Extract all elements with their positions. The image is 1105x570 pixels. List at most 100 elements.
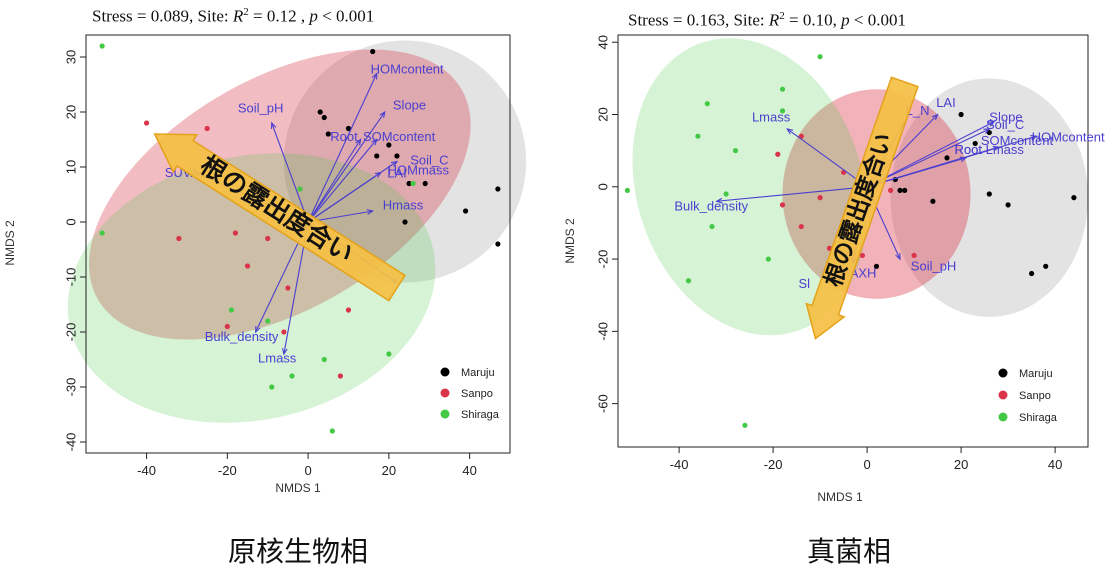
vector-label: Root Lmass — [955, 142, 1025, 157]
ellipse-maruju — [890, 78, 1088, 317]
vector-arrow — [307, 73, 378, 223]
point-shiraga — [228, 307, 234, 313]
ellipse-shiraga — [67, 153, 436, 423]
point-sanpo — [281, 329, 287, 335]
right-stress-rest: = 0.10, — [784, 10, 842, 30]
left-stress-prefix: Stress = 0.089, Site: — [92, 6, 233, 26]
y-tick-label: 20 — [63, 105, 78, 119]
y-tick-label: 0 — [63, 218, 78, 225]
annotation-arrow-shape — [153, 133, 407, 302]
vector-arrowhead — [355, 138, 362, 146]
point-shiraga — [99, 230, 105, 236]
point-maruju — [1043, 263, 1049, 269]
point-maruju — [1071, 195, 1077, 201]
right-panel: Stress = 0.163, Site: R2 = 0.10, p < 0.0… — [560, 0, 1105, 570]
left-stress-rest: = 0.12 , — [248, 6, 310, 26]
plot-frame — [85, 34, 511, 454]
right-stress-r2-sup: 2 — [779, 10, 785, 22]
right-stress-r2: R — [768, 10, 780, 30]
x-tick-label: 40 — [1048, 457, 1062, 472]
point-shiraga — [410, 180, 416, 187]
vector-arrowhead — [987, 121, 996, 127]
point-maruju — [972, 140, 978, 147]
vector-arrow — [307, 111, 386, 223]
x-tick-label: -20 — [218, 463, 237, 478]
legend-label-sanpo: Sanpo — [461, 388, 493, 400]
point-shiraga — [321, 356, 327, 363]
legend-marker-sanpo — [998, 390, 1008, 400]
point-sanpo — [143, 120, 150, 126]
vector-arrowhead — [282, 348, 288, 356]
x-axis-label: NMDS 1 — [275, 481, 321, 495]
point-maruju — [944, 155, 950, 161]
ellipse-shiraga — [632, 38, 867, 336]
point-sanpo — [911, 252, 917, 259]
vector-arrowhead — [366, 209, 375, 215]
annotation-arrow — [153, 133, 407, 302]
vector-arrow — [866, 128, 990, 188]
vector-arrowhead — [254, 325, 261, 334]
left-caption: 原核生物相 — [228, 535, 369, 568]
vector-arrowhead — [715, 197, 723, 204]
y-tick-label: -20 — [63, 323, 78, 342]
vector-arrow — [307, 139, 378, 223]
point-shiraga — [386, 351, 392, 357]
right-nmds-chart: -40 -20 0 20 40 -60 -40 -20 0 20 40 NMDS 1 NMDS 2 Lma… — [563, 34, 1105, 504]
point-shiraga — [685, 278, 692, 284]
vector-arrowhead — [371, 138, 378, 146]
vector-label: SOMcontent — [363, 129, 436, 144]
legend-label-shiraga: Shiraga — [461, 409, 500, 421]
vector-label: SOMcontent — [981, 133, 1054, 148]
vector-label: Lmass — [258, 350, 297, 365]
y-tick-label: 0 — [595, 183, 610, 190]
point-shiraga — [624, 187, 630, 194]
vector-label: Bulk_density — [205, 329, 279, 344]
vector-arrowhead — [1030, 134, 1038, 141]
x-tick-label: 40 — [462, 463, 476, 478]
vector-label: LAI — [936, 95, 956, 110]
point-maruju — [402, 219, 408, 225]
legend-marker-maruju — [440, 367, 450, 377]
point-sanpo — [798, 223, 804, 230]
legend-label-sanpo: Sanpo — [1019, 390, 1051, 402]
point-shiraga — [817, 54, 823, 60]
point-sanpo — [345, 307, 352, 313]
point-sanpo — [224, 323, 230, 330]
y-tick-label: -40 — [595, 322, 610, 341]
point-shiraga — [329, 428, 335, 434]
vector-label: HOMcontent — [1032, 130, 1105, 145]
y-tick-label: -60 — [595, 394, 610, 413]
ellipse-maruju — [283, 40, 527, 283]
vector-label: Slope — [393, 97, 426, 112]
vector-arrow — [786, 128, 868, 188]
vector-label: Soil_C — [410, 152, 448, 167]
point-maruju — [1029, 270, 1035, 277]
point-sanpo — [779, 202, 786, 208]
point-maruju — [325, 131, 331, 137]
point-sanpo — [859, 252, 865, 259]
point-shiraga — [765, 256, 771, 262]
vector-arrow — [307, 172, 382, 223]
point-maruju — [345, 125, 352, 132]
point-maruju — [317, 109, 323, 115]
point-sanpo — [337, 373, 343, 379]
vector-arrowhead — [270, 121, 277, 130]
legend-label-maruju: Maruju — [461, 367, 495, 379]
y-tick-label: 20 — [595, 107, 610, 121]
legend-label-maruju: Maruju — [1019, 368, 1053, 380]
point-sanpo — [204, 125, 210, 132]
x-tick-label: -40 — [137, 463, 156, 478]
vector-label: Soil_pH — [911, 258, 957, 273]
vector-label: Slope — [989, 110, 1022, 125]
legend-marker-sanpo — [440, 388, 450, 398]
vector-label: HOMmass — [388, 163, 450, 178]
point-maruju — [386, 142, 392, 148]
left-nmds-chart: -40 -20 0 20 40 -40 -30 -20 -10 0 10 20 30 NMDS 1 NMDS… — [3, 34, 527, 495]
vector-label: LAI — [387, 165, 407, 180]
vector-label: Root — [955, 142, 983, 157]
annotation-arrow-shape — [805, 76, 919, 340]
vector-label: Soil_C — [986, 117, 1024, 132]
x-tick-label: 0 — [863, 457, 870, 472]
vector-label: Hmass — [383, 197, 424, 212]
point-shiraga — [779, 108, 786, 114]
